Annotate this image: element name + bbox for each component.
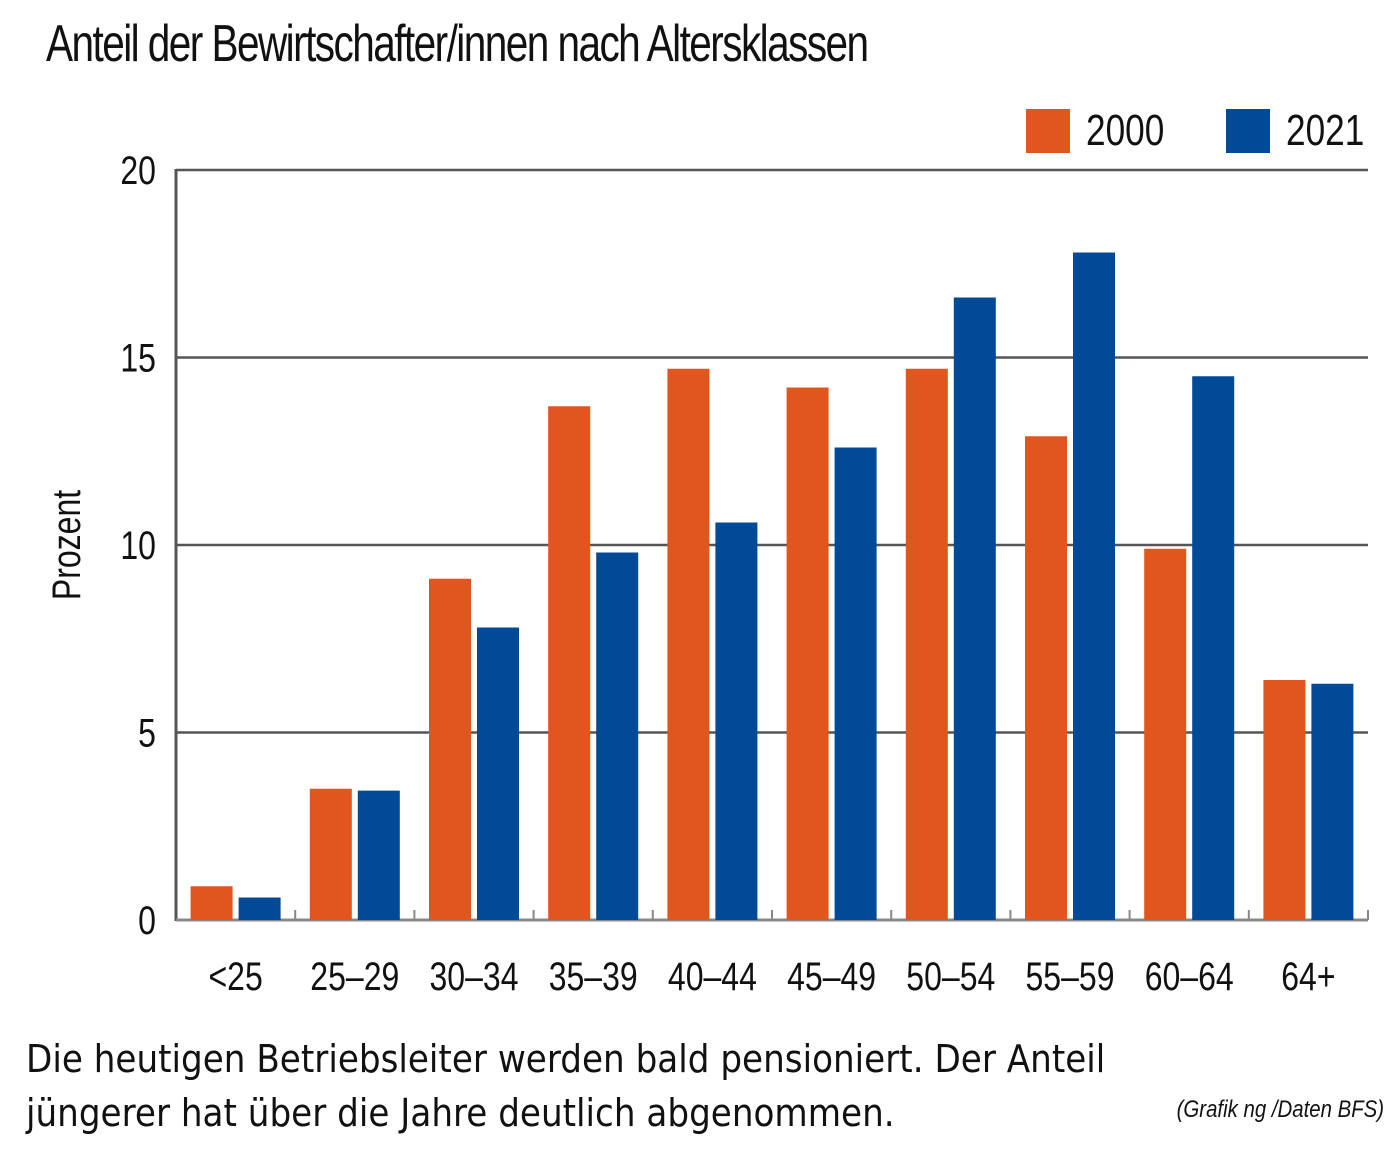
x-tick-label: 35–39 bbox=[549, 954, 638, 999]
x-tick-label: 64+ bbox=[1281, 954, 1335, 999]
bar-2000-5054 bbox=[905, 368, 948, 920]
bar-2000-25 bbox=[190, 886, 233, 920]
y-axis-label: Prozent bbox=[44, 490, 89, 600]
bar-2021-4549 bbox=[834, 447, 877, 920]
bar-2021-5559 bbox=[1073, 252, 1115, 920]
legend-swatch-2000 bbox=[1026, 109, 1070, 153]
bar-2021-25 bbox=[238, 897, 281, 920]
y-tick-label-20: 20 bbox=[120, 148, 156, 193]
chart-title: Anteil der Bewirtschafter/innen nach Alt… bbox=[46, 15, 869, 73]
legend-swatch-2021 bbox=[1226, 109, 1270, 153]
legend-label-2021: 2021 bbox=[1286, 106, 1365, 155]
x-tick-label: 25–29 bbox=[310, 954, 399, 999]
x-tick-label: 40–44 bbox=[668, 954, 757, 999]
y-tick-label-0: 0 bbox=[138, 898, 156, 943]
bar-2000-64 bbox=[1263, 680, 1306, 920]
bar-2000-3034 bbox=[429, 578, 471, 920]
y-tick-label-5: 5 bbox=[138, 710, 156, 755]
x-tick-label: 55–59 bbox=[1026, 954, 1115, 999]
legend-label-2000: 2000 bbox=[1086, 106, 1165, 155]
bar-2021-3034 bbox=[477, 627, 519, 920]
legend-item-2021: 2021 bbox=[1226, 106, 1370, 156]
caption-line-1: Die heutigen Betriebsleiter werden bald … bbox=[26, 1037, 1106, 1081]
bar-2000-4549 bbox=[786, 387, 829, 920]
bar-2021-6064 bbox=[1192, 376, 1235, 920]
bar-2021-64 bbox=[1311, 683, 1354, 920]
y-tick-label-10: 10 bbox=[120, 523, 156, 568]
x-tick-label: 45–49 bbox=[787, 954, 876, 999]
legend: 2000 2021 bbox=[970, 106, 1370, 156]
legend-item-2000: 2000 bbox=[1026, 106, 1170, 156]
x-tick-label: 30–34 bbox=[430, 954, 519, 999]
bar-2021-2529 bbox=[357, 790, 400, 920]
bar-2000-6064 bbox=[1144, 548, 1187, 920]
bar-2021-3539 bbox=[596, 552, 639, 920]
bar-2000-2529 bbox=[309, 788, 352, 920]
bar-2021-4044 bbox=[715, 522, 758, 920]
x-tick-label: 50–54 bbox=[906, 954, 995, 999]
caption-line-2: jüngerer hat über die Jahre deutlich abg… bbox=[26, 1091, 895, 1135]
y-tick-label-15: 15 bbox=[120, 335, 156, 380]
x-tick-label: 60–64 bbox=[1145, 954, 1234, 999]
bar-2000-4044 bbox=[667, 368, 710, 920]
bar-2021-5054 bbox=[953, 297, 996, 920]
bar-2000-5559 bbox=[1025, 436, 1067, 920]
x-tick-label: <25 bbox=[208, 954, 262, 999]
caption: Die heutigen Betriebsleiter werden bald … bbox=[26, 1032, 1105, 1140]
bar-2000-3539 bbox=[548, 406, 591, 920]
bar-chart: 0 5 10 15 20 Prozent <25 25–29 30–34 35–39 40–44 45… bbox=[44, 148, 1369, 999]
source-note: (Grafik ng /Daten BFS) bbox=[1176, 1096, 1384, 1123]
